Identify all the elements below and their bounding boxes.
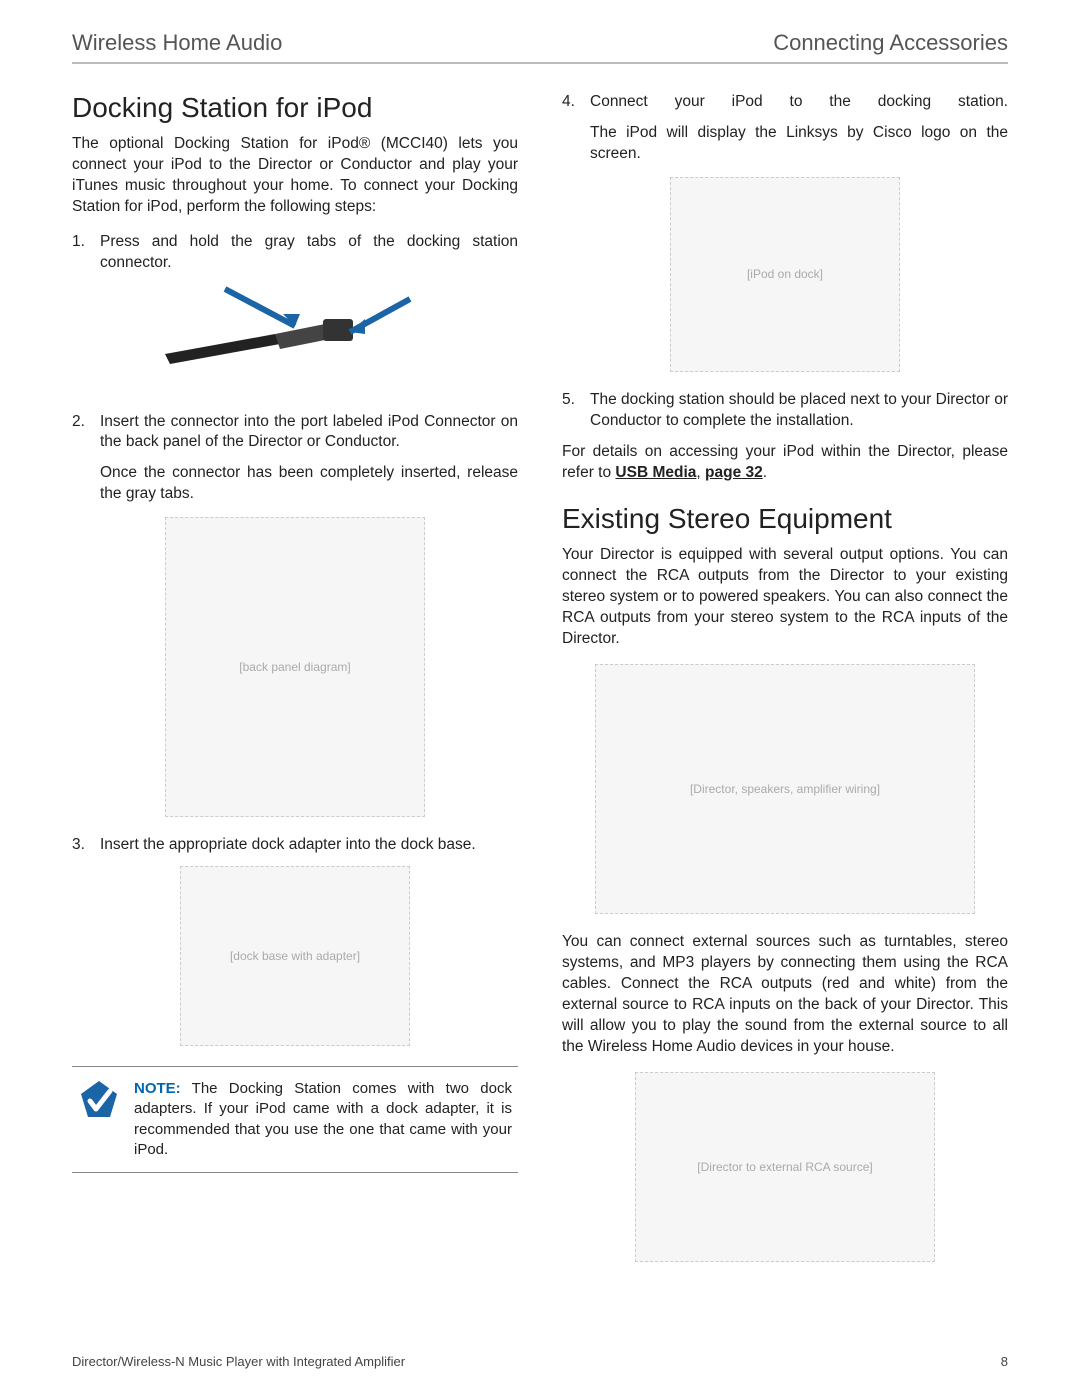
step-5: 5. The docking station should be placed …: [562, 390, 1008, 432]
step-number: 5.: [562, 390, 580, 432]
stereo-para-2: You can connect external sources such as…: [562, 932, 1008, 1058]
note-label: NOTE:: [134, 1080, 181, 1097]
backpanel-image: [back panel diagram]: [165, 517, 425, 817]
footer-page-number: 8: [1001, 1354, 1008, 1369]
dockbase-image: [dock base with adapter]: [180, 866, 410, 1046]
step-number: 1.: [72, 232, 90, 274]
page-ref-link[interactable]: page 32: [705, 464, 763, 481]
step-text: Press and hold the gray tabs of the dock…: [100, 232, 518, 274]
details-paragraph: For details on accessing your iPod withi…: [562, 442, 1008, 484]
connector-arrows-svg: [165, 284, 425, 394]
step-1: 1. Press and hold the gray tabs of the d…: [72, 232, 518, 274]
ipod-dock-image: [iPod on dock]: [670, 177, 900, 372]
figure-rca-source: [Director to external RCA source]: [562, 1072, 1008, 1262]
steps-list-right: 4. Connect your iPod to the docking stat…: [562, 92, 1008, 113]
right-column: 4. Connect your iPod to the docking stat…: [562, 92, 1008, 1280]
steps-list-left: 1. Press and hold the gray tabs of the d…: [72, 232, 518, 274]
note-text-container: NOTE: The Docking Station comes with two…: [134, 1079, 512, 1160]
step-2-sub: Once the connector has been completely i…: [100, 463, 518, 505]
step-4-sub: The iPod will display the Linksys by Cis…: [590, 123, 1008, 165]
intro-paragraph: The optional Docking Station for iPod® (…: [72, 134, 518, 218]
rca-source-image: [Director to external RCA source]: [635, 1072, 935, 1262]
section-title-stereo: Existing Stereo Equipment: [562, 503, 1008, 535]
details-sep: ,: [696, 464, 705, 481]
checkmark-icon: [78, 1079, 120, 1121]
step-text: Connect your iPod to the docking station…: [590, 92, 1008, 113]
figure-backpanel: [back panel diagram]: [72, 517, 518, 817]
header-left: Wireless Home Audio: [72, 30, 282, 56]
step-2: 2. Insert the connector into the port la…: [72, 412, 518, 454]
note-text: The Docking Station comes with two dock …: [134, 1080, 512, 1158]
step-text: Insert the appropriate dock adapter into…: [100, 835, 518, 856]
note-box: NOTE: The Docking Station comes with two…: [72, 1066, 518, 1173]
step-text: Insert the connector into the port label…: [100, 412, 518, 454]
step-text: The docking station should be placed nex…: [590, 390, 1008, 432]
usb-media-link[interactable]: USB Media: [615, 464, 696, 481]
page-footer: Director/Wireless-N Music Player with In…: [72, 1354, 1008, 1369]
step-number: 3.: [72, 835, 90, 856]
header-right: Connecting Accessories: [773, 30, 1008, 56]
figure-dockbase: [dock base with adapter]: [72, 866, 518, 1046]
step-3: 3. Insert the appropriate dock adapter i…: [72, 835, 518, 856]
details-post: .: [763, 464, 767, 481]
step-number: 4.: [562, 92, 580, 113]
steps-list-left-2: 2. Insert the connector into the port la…: [72, 412, 518, 454]
steps-list-right-5: 5. The docking station should be placed …: [562, 390, 1008, 432]
stereo-para-1: Your Director is equipped with several o…: [562, 545, 1008, 650]
page-header: Wireless Home Audio Connecting Accessori…: [72, 30, 1008, 64]
figure-connector: [72, 284, 518, 394]
stereo-wiring-image: [Director, speakers, amplifier wiring]: [595, 664, 975, 914]
figure-ipod-dock: [iPod on dock]: [562, 177, 1008, 372]
left-column: Docking Station for iPod The optional Do…: [72, 92, 518, 1280]
step-number: 2.: [72, 412, 90, 454]
footer-left: Director/Wireless-N Music Player with In…: [72, 1354, 405, 1369]
step-4: 4. Connect your iPod to the docking stat…: [562, 92, 1008, 113]
steps-list-left-3: 3. Insert the appropriate dock adapter i…: [72, 835, 518, 856]
content-columns: Docking Station for iPod The optional Do…: [72, 92, 1008, 1280]
figure-stereo-wiring: [Director, speakers, amplifier wiring]: [562, 664, 1008, 914]
section-title-docking: Docking Station for iPod: [72, 92, 518, 124]
